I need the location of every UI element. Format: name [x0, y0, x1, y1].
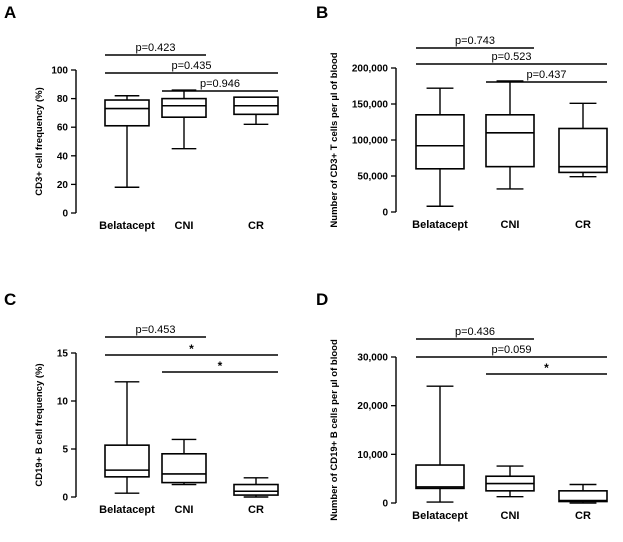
- iqr-box: [485, 114, 535, 168]
- panel-d-comparison-label: *: [544, 361, 549, 375]
- panel-d-box-2: [485, 465, 535, 498]
- panel-b: B 0 50,000 100,000 150,000 200,000 Number of C…: [316, 3, 608, 231]
- iqr-box: [558, 127, 608, 174]
- panel-c-category-label: Belatacept: [99, 504, 155, 516]
- panel-d-category-label: Belatacept: [412, 510, 468, 522]
- panel-d-box-1: [415, 385, 465, 503]
- panel-d-comparison-label: p=0.436: [455, 326, 495, 338]
- panel-d-category-label: CNI: [501, 510, 520, 522]
- iqr-box: [161, 452, 207, 484]
- panel-c-y-axis-title: CD19+ B cell frequency (%): [34, 363, 45, 486]
- panel-b-category-label: CR: [575, 219, 591, 231]
- panel-c-y-tick-label: 5: [62, 445, 68, 456]
- panel-b-box-3: [558, 102, 608, 178]
- panel-a-category-label: Belatacept: [99, 220, 155, 232]
- panel-c-y-tick-label: 15: [57, 349, 69, 360]
- panel-d-label: D: [316, 290, 328, 309]
- panel-c-comparison-label: p=0.453: [135, 324, 175, 336]
- iqr-box: [161, 97, 207, 118]
- panel-a-category-label: CNI: [175, 220, 194, 232]
- iqr-box: [558, 490, 608, 503]
- panel-a-comparison-label: p=0.423: [135, 42, 175, 54]
- panel-c-box-2: [161, 438, 207, 486]
- iqr-box: [415, 114, 465, 170]
- panel-c-y-tick-label: 10: [57, 397, 69, 408]
- panel-b-y-tick-label: 0: [382, 208, 388, 219]
- panel-a-comparison-label: p=0.946: [200, 78, 240, 90]
- panel-a-category-label: CR: [248, 220, 264, 232]
- panel-b-y-axis-title: Number of CD3+ T cells per µl of blood: [329, 52, 340, 227]
- panel-c-label: C: [4, 290, 16, 309]
- panel-a-box-2: [161, 89, 207, 150]
- panel-c-comparison-label: *: [218, 359, 223, 373]
- panel-b-y-tick-label: 150,000: [352, 100, 389, 111]
- panel-a-y-axis-title: CD3+ cell frequency (%): [34, 87, 45, 196]
- panel-b-comparison-label: p=0.437: [526, 69, 566, 81]
- panel-a-box-3: [233, 96, 279, 126]
- panel-d-y-tick-label: 0: [382, 499, 388, 510]
- panel-c-category-label: CNI: [175, 504, 194, 516]
- panel-c: C 0 5 10 15 CD19+ B cell frequency (%) Belatac…: [4, 290, 279, 516]
- panel-d-y-tick-label: 30,000: [357, 353, 388, 364]
- panel-b-y-tick-label: 100,000: [352, 136, 389, 147]
- iqr-box: [233, 483, 279, 496]
- panel-a-comparison-label: p=0.435: [171, 60, 211, 72]
- panel-b-box-1: [415, 87, 465, 207]
- panel-c-comparison-label: *: [189, 342, 194, 356]
- panel-b-label: B: [316, 3, 328, 22]
- panel-a-box-1: [104, 95, 150, 188]
- panel-d-box-3: [558, 483, 608, 504]
- panel-b-y-tick-label: 50,000: [357, 172, 388, 183]
- iqr-box: [104, 444, 150, 478]
- panel-d: D 0 10,000 20,000 30,000 Number of CD19+ B ce…: [316, 290, 608, 522]
- panel-a-y-tick-label: 100: [51, 66, 68, 77]
- panel-b-category-label: CNI: [501, 219, 520, 231]
- panel-c-box-3: [233, 477, 279, 498]
- panel-a-y-tick-label: 20: [57, 180, 69, 191]
- panel-b-comparison-label: p=0.523: [491, 51, 531, 63]
- iqr-box: [104, 99, 150, 127]
- panel-d-y-axis-title: Number of CD19+ B cells per µl of blood: [329, 339, 340, 521]
- panel-c-y-tick-label: 0: [62, 493, 68, 504]
- panel-d-y-tick-label: 10,000: [357, 450, 388, 461]
- panel-b-y-tick-label: 200,000: [352, 64, 389, 75]
- panel-c-category-label: CR: [248, 504, 264, 516]
- panel-a: A 0 20 40 60 80 100 CD3+ cell frequency (%) Bela…: [4, 3, 279, 232]
- panel-d-category-label: CR: [575, 510, 591, 522]
- panel-b-comparison-label: p=0.743: [455, 35, 495, 47]
- panel-d-y-tick-label: 20,000: [357, 401, 388, 412]
- iqr-box: [415, 464, 465, 490]
- panel-a-y-tick-label: 60: [57, 123, 69, 134]
- panel-a-y-tick-label: 40: [57, 151, 69, 162]
- panel-c-box-1: [104, 381, 150, 494]
- panel-d-comparison-label: p=0.059: [491, 344, 531, 356]
- panel-b-category-label: Belatacept: [412, 219, 468, 231]
- panel-a-y-tick-label: 0: [62, 209, 68, 220]
- panel-a-y-tick-label: 80: [57, 94, 69, 105]
- panel-a-label: A: [4, 3, 16, 22]
- panel-b-box-2: [485, 80, 535, 190]
